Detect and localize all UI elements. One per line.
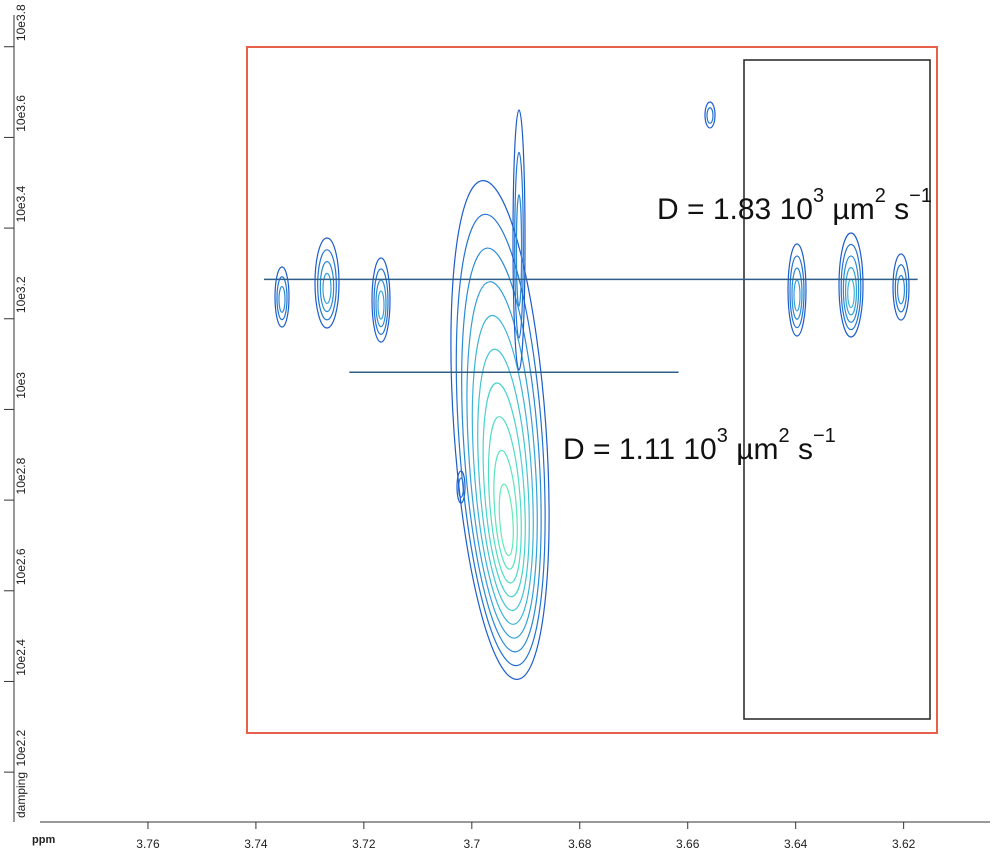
- contours: [274, 101, 910, 681]
- label-part: s: [790, 433, 813, 466]
- contour: [896, 274, 906, 305]
- label-part: µm: [728, 433, 779, 466]
- label-superscript: 2: [875, 185, 886, 207]
- contour: [314, 237, 340, 329]
- contour: [512, 109, 526, 371]
- contour: [842, 255, 860, 323]
- y-tick-label: 10e3.4: [14, 185, 28, 222]
- x-label: ppm: [32, 834, 55, 846]
- contour: [498, 483, 514, 557]
- label-superscript: −1: [813, 425, 836, 447]
- contour: [844, 267, 858, 316]
- y-tick-label: 10e3.6: [14, 95, 28, 132]
- contour: [373, 268, 389, 335]
- x-tick-label: 3.72: [352, 837, 376, 851]
- contour: [471, 314, 534, 625]
- contour: [838, 232, 864, 338]
- label-part: D = 1.11 10: [563, 433, 717, 466]
- label-part: D = 1.83 10: [657, 193, 813, 226]
- contour: [706, 107, 714, 124]
- contour: [704, 101, 716, 129]
- contour: [461, 247, 542, 653]
- contour: [793, 279, 801, 312]
- contour: [477, 348, 530, 612]
- label-superscript: 2: [778, 425, 789, 447]
- contour: [278, 285, 286, 313]
- y-tick-label: 10e2.8: [14, 457, 28, 494]
- x-tick-label: 3.62: [892, 837, 916, 851]
- contour: [482, 382, 526, 598]
- contour: [371, 257, 391, 343]
- y-tick-label: 10e2.6: [14, 548, 28, 585]
- contour: [515, 194, 523, 307]
- x-tick-label: 3.66: [676, 837, 700, 851]
- contour: [847, 278, 855, 309]
- contour: [455, 213, 546, 667]
- diffusion-label: D = 1.11 103 µm2 s−1: [563, 425, 836, 466]
- contour: [276, 276, 288, 321]
- y-label: damping: [14, 772, 28, 818]
- contour: [787, 243, 807, 337]
- contour: [450, 179, 550, 681]
- label-superscript: 3: [717, 425, 728, 447]
- x-tick-label: 3.7: [463, 837, 480, 851]
- y-tick-label: 10e3: [14, 372, 28, 399]
- x-tick-label: 3.68: [568, 837, 592, 851]
- contour: [789, 255, 805, 329]
- region-outer: [246, 46, 938, 734]
- contour: [317, 249, 337, 321]
- contour: [466, 281, 538, 639]
- contour: [319, 261, 335, 313]
- contour: [514, 151, 524, 339]
- contour: [487, 416, 522, 584]
- diffusion-label: D = 1.83 103 µm2 s−1: [657, 185, 932, 226]
- contour: [791, 267, 803, 320]
- x-tick-label: 3.74: [244, 837, 268, 851]
- contour: [322, 272, 332, 304]
- y-tick-label: 10e3.2: [14, 276, 28, 313]
- label-part: s: [886, 193, 909, 226]
- x-tick-label: 3.64: [784, 837, 808, 851]
- label-superscript: 3: [813, 185, 824, 207]
- y-tick-label: 10e2.2: [14, 729, 28, 766]
- label-superscript: −1: [909, 185, 932, 207]
- contour: [840, 243, 862, 331]
- region-inner: [743, 59, 931, 720]
- contour: [274, 266, 290, 328]
- y-tick-label: 10e3.8: [14, 4, 28, 41]
- contour: [493, 449, 518, 570]
- y-tick-label: 10e2.4: [14, 639, 28, 676]
- contour: [892, 253, 910, 321]
- x-tick-label: 3.76: [136, 837, 160, 851]
- label-part: µm: [824, 193, 875, 226]
- contour: [377, 290, 385, 320]
- contour: [894, 264, 908, 313]
